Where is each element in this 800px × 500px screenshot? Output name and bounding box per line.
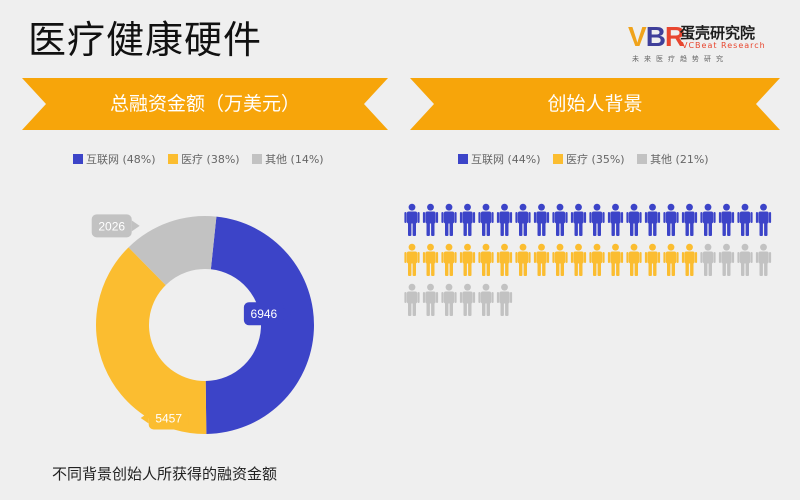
logo-mark: VBR: [628, 21, 685, 52]
person-icon: [478, 243, 494, 276]
person-icon: [422, 283, 439, 316]
legend-label: 其他 (14%): [265, 153, 324, 166]
data-label-text: 6946: [251, 307, 278, 321]
person-icon: [533, 243, 550, 276]
person-icon: [552, 243, 568, 276]
person-icon: [404, 203, 420, 236]
person-icon: [422, 203, 439, 236]
data-label-pointer: [283, 308, 292, 320]
person-icon: [478, 203, 494, 236]
founder-banner: 创始人背景: [410, 78, 780, 130]
funding-banner-title: 总融资金额（万美元）: [109, 93, 300, 115]
data-label-box: [91, 214, 132, 238]
person-icon: [459, 243, 476, 276]
logo-tagline: 未来医疗趋势研究: [632, 55, 728, 63]
person-icon: [441, 203, 457, 236]
data-label-other: 2026: [91, 214, 140, 238]
person-icon: [570, 243, 587, 276]
logo-name-en: VCBeat Research: [682, 41, 766, 50]
page-title: 医疗健康硬件: [28, 18, 263, 62]
person-icon: [681, 243, 698, 276]
legend-item-internet: 互联网 (48%): [73, 151, 156, 167]
donut-slice-internet: [205, 216, 314, 434]
person-icon: [589, 203, 605, 236]
person-icon: [718, 243, 735, 276]
person-icon: [441, 283, 457, 316]
person-icon: [589, 243, 605, 276]
person-icon: [700, 203, 716, 236]
logo-letter-v: V: [628, 21, 647, 52]
legend-swatch: [252, 154, 263, 164]
legend-swatch: [553, 154, 564, 164]
chart-caption: 不同背景创始人所获得的融资金额: [52, 465, 278, 483]
legend-item-medical: 医疗 (38%): [168, 151, 240, 167]
legend-swatch: [637, 154, 648, 164]
person-icon: [496, 283, 513, 316]
data-label-medical: 5457: [140, 406, 189, 430]
legend-swatch: [458, 154, 468, 164]
person-icon: [496, 243, 513, 276]
legend-label: 其他 (21%): [650, 153, 709, 166]
person-icon: [644, 203, 661, 236]
person-icon: [515, 203, 531, 236]
person-icon: [459, 283, 476, 316]
person-icon: [737, 243, 753, 276]
vcbeat-logo: VBR 蛋壳研究院 VCBeat Research 未来医疗趋势研究: [628, 22, 788, 66]
donut-slice-other: [128, 216, 217, 286]
banner-ribbon-shape: [22, 78, 388, 130]
person-icon: [644, 243, 661, 276]
person-icon: [607, 203, 624, 236]
person-icon: [570, 203, 587, 236]
person-icon: [718, 203, 735, 236]
person-icon: [404, 243, 420, 276]
legend-item-medical: 医疗 (35%): [553, 151, 625, 167]
person-icon: [681, 203, 698, 236]
logo-letter-b: B: [645, 21, 666, 52]
logo-letter-r: R: [664, 21, 685, 52]
legend-label: 互联网 (44%): [471, 153, 541, 166]
founder-legend: 互联网 (44%) 医疗 (35%) 其他 (21%): [458, 151, 718, 167]
founder-banner-title: 创始人背景: [547, 93, 643, 115]
person-icon: [626, 243, 642, 276]
logo-name-cn: 蛋壳研究院: [680, 24, 756, 42]
person-icon: [663, 243, 679, 276]
data-label-text: 5457: [155, 411, 182, 425]
person-icon: [663, 203, 679, 236]
person-icon: [515, 243, 531, 276]
person-icon: [478, 283, 494, 316]
person-icon: [552, 203, 568, 236]
person-icon: [755, 243, 772, 276]
data-label-box: [243, 302, 284, 326]
legend-swatch: [73, 154, 83, 164]
data-label-text: 2026: [98, 219, 125, 233]
person-icon: [441, 243, 457, 276]
legend-item-internet: 互联网 (44%): [458, 151, 541, 167]
person-icon: [607, 243, 624, 276]
person-icon: [496, 203, 513, 236]
legend-item-other: 其他 (21%): [637, 151, 709, 167]
legend-item-other: 其他 (14%): [252, 151, 324, 167]
banner-ribbon-shape: [410, 78, 780, 130]
person-icon: [404, 283, 420, 316]
funding-legend: 互联网 (48%) 医疗 (38%) 其他 (14%): [73, 151, 333, 167]
legend-swatch: [168, 154, 179, 164]
person-icon: [626, 203, 642, 236]
founder-pictograph: [404, 203, 772, 316]
legend-label: 医疗 (38%): [181, 153, 240, 166]
person-icon: [422, 243, 439, 276]
data-label-internet: 6946: [243, 302, 292, 326]
legend-label: 互联网 (48%): [86, 153, 156, 166]
data-label-pointer: [131, 220, 140, 232]
person-icon: [533, 203, 550, 236]
funding-donut-chart: 6946 5457 2026: [91, 214, 314, 434]
person-icon: [737, 203, 753, 236]
data-label-box: [148, 406, 189, 430]
data-label-pointer: [140, 412, 149, 424]
donut-slice-medical: [95, 247, 207, 434]
legend-label: 医疗 (35%): [566, 153, 625, 166]
funding-banner: 总融资金额（万美元）: [22, 78, 388, 130]
person-icon: [459, 203, 476, 236]
person-icon: [700, 243, 716, 276]
person-icon: [755, 203, 772, 236]
